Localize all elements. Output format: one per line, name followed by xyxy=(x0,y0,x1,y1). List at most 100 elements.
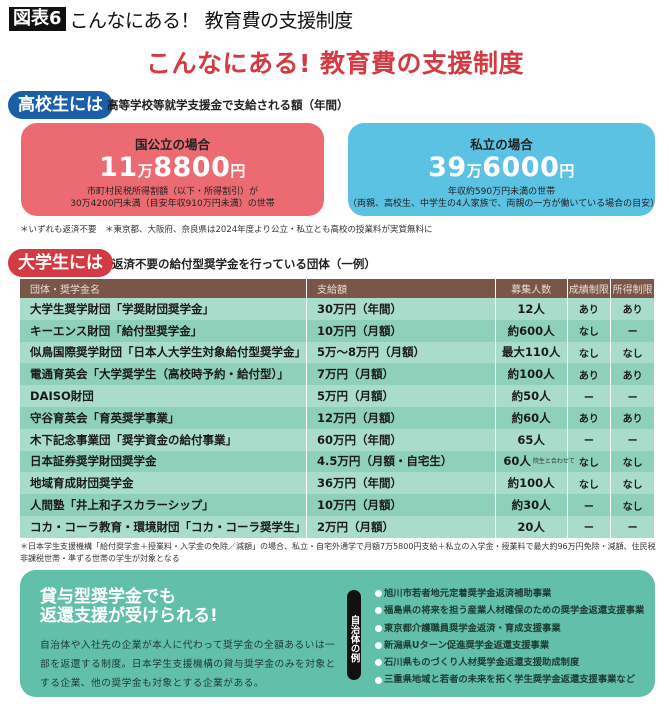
cell-grade: あり xyxy=(567,298,612,320)
cell-grade: あり xyxy=(567,363,612,386)
private-amount: 39万6000円 xyxy=(428,152,575,183)
table-row: 大学生奨学財団「学奨財団奨学金」 30万円（年間） 12人 あり あり xyxy=(20,298,655,320)
cell-income: なし xyxy=(610,341,655,364)
public-note-1: 市町村民税所得割額（以下・所得割引）が xyxy=(86,187,258,197)
cell-amount: 4.5万円（月額・自宅生） xyxy=(306,450,496,473)
municipality-examples-tag: 自治体の例 xyxy=(347,590,361,680)
public-school-card: 国公立の場合 11万8800円 市町村民税所得割額（以下・所得割引）が 30万4… xyxy=(21,123,324,216)
table-row: コカ・コーラ教育・環境財団「コカ・コーラ奨学生」 2万円（月額） 20人 ー ー xyxy=(20,515,655,538)
cell-name: キーエンス財団「給付型奨学金」 xyxy=(20,319,307,342)
table-row: 電通育英会「大学奨学生（高校時予約・給付型）」 7万円（月額） 約100人 あり… xyxy=(20,363,655,386)
cell-name: 地域育成財団奨学金 xyxy=(20,472,307,495)
cell-count: 60人 院生と合わせて xyxy=(495,450,575,473)
private-heading: 私立の場合 xyxy=(470,137,533,152)
high-school-footnote: ＊いずれも返済不要 ＊東京都、大阪府、奈良県は2024年度より公立・私立とも高校… xyxy=(20,225,433,235)
page-title: こんなにある! 教育費の支援制度 xyxy=(145,49,525,78)
cell-amount: 5万～8万円（月額） xyxy=(306,341,496,364)
bullet-dot-icon xyxy=(375,624,382,632)
cell-income: あり xyxy=(610,363,655,386)
count-note: 院生と合わせて xyxy=(532,458,575,466)
public-amount: 11万8800円 xyxy=(99,152,246,183)
bullet-dot-icon xyxy=(375,607,382,615)
cell-grade: なし xyxy=(567,450,612,473)
header-income-limit: 所得制限 xyxy=(610,279,655,298)
cell-count: 約60人 xyxy=(495,406,568,429)
table-row: 日本証券奨学財団奨学金 4.5万円（月額・自宅生） 60人 院生と合わせて なし … xyxy=(20,450,655,473)
high-school-description: 高等学校等就学支援金で支給される額（年間） xyxy=(107,98,349,112)
bullet-dot-icon xyxy=(375,659,382,667)
private-note-1: 年収約590万円未満の世帯 xyxy=(447,187,556,197)
cell-name: コカ・コーラ教育・環境財団「コカ・コーラ奨学生」 xyxy=(20,515,307,538)
university-pill: 大学生には xyxy=(8,249,113,277)
cell-income: ー xyxy=(610,515,655,538)
cell-grade: なし xyxy=(567,472,612,495)
university-description: 返済不要の給付型奨学金を行っている団体（一例） xyxy=(112,257,376,271)
table-row: 人間塾「井上和子スカラーシップ」 10万円（月額） 約30人 ー なし xyxy=(20,494,655,516)
cell-count: 約100人 xyxy=(495,363,568,386)
cell-grade: あり xyxy=(567,406,612,429)
cell-count: 約600人 xyxy=(495,319,568,342)
table-row: 地域育成財団奨学金 36万円（年間） 約100人 なし なし xyxy=(20,472,655,495)
list-item: 三重県地域と若者の未来を拓く学生奨学金返還支援事業など xyxy=(375,671,644,688)
cell-name: 大学生奨学財団「学奨財団奨学金」 xyxy=(20,298,307,320)
cell-income: あり xyxy=(610,298,655,320)
figure-caption: こんなにある！ 教育費の支援制度 xyxy=(69,9,354,32)
cell-income: なし xyxy=(610,494,655,516)
header-name: 団体・奨学金名 xyxy=(20,279,307,298)
bullet-dot-icon xyxy=(375,642,382,650)
table-row: 似鳥国際奨学財団「日本人大学生対象給付型奨学金」 5万～8万円（月額） 最大11… xyxy=(20,341,655,364)
cell-grade: ー xyxy=(567,385,612,407)
cell-income: あり xyxy=(610,406,655,429)
cell-amount: 10万円（月額） xyxy=(306,494,496,516)
cell-income: なし xyxy=(610,472,655,495)
bullet-dot-icon xyxy=(375,590,382,598)
cell-amount: 12万円（月額） xyxy=(306,406,496,429)
cell-name: 日本証券奨学財団奨学金 xyxy=(20,450,307,473)
list-item: 東京都介護職員奨学金返済・育成支援事業 xyxy=(375,620,644,637)
figure-title: 図表6 こんなにある！ 教育費の支援制度 xyxy=(9,6,353,32)
list-item: 福島県の将来を担う産業人材確保のための奨学金返還支援事業 xyxy=(375,602,644,619)
cell-amount: 30万円（年間） xyxy=(306,298,496,320)
table-row: DAISO財団 5万円（月額） 約50人 ー ー xyxy=(20,385,655,407)
cell-grade: ー xyxy=(567,494,612,516)
cell-name: 守谷育英会「育英奨学事業」 xyxy=(20,406,307,429)
table-row: キーエンス財団「給付型奨学金」 10万円（月額） 約600人 なし ー xyxy=(20,319,655,342)
cell-count: 約100人 xyxy=(495,472,568,495)
public-note-2: 30万4200円未満（目安年収910万円未満）の世帯 xyxy=(70,199,275,209)
private-school-card: 私立の場合 39万6000円 年収約590万円未満の世帯 （両親、高校生、中学生… xyxy=(348,123,660,216)
list-item: 新潟県Uターン促進奨学金返還支援事業 xyxy=(375,637,644,654)
bullet-dot-icon xyxy=(375,676,382,684)
header-amount: 支給額 xyxy=(306,279,496,298)
cell-grade: なし xyxy=(567,319,612,342)
cell-amount: 5万円（月額） xyxy=(306,385,496,407)
table-row: 守谷育英会「育英奨学事業」 12万円（月額） 約60人 あり あり xyxy=(20,406,655,429)
header-count: 募集人数 xyxy=(495,279,568,298)
public-heading: 国公立の場合 xyxy=(134,137,210,152)
cell-amount: 7万円（月額） xyxy=(306,363,496,386)
municipality-examples-list: 旭川市若者地元定着奨学金返済補助事業 福島県の将来を担う産業人材確保のための奨学… xyxy=(375,585,644,689)
list-item: 石川県ものづくり人材奨学金返還支援助成制度 xyxy=(375,654,644,671)
cell-amount: 60万円（年間） xyxy=(306,428,496,451)
high-school-pill: 高校生には xyxy=(8,91,113,119)
cell-name: 人間塾「井上和子スカラーシップ」 xyxy=(20,494,307,516)
cell-grade: ー xyxy=(567,515,612,538)
scholarship-table: 団体・奨学金名 支給額 募集人数 成績制限 所得制限 大学生奨学財団「学奨財団奨… xyxy=(20,279,655,538)
cell-count: 65人 xyxy=(495,428,568,451)
table-row: 木下記念事業団「奨学資金の給付事業」 60万円（年間） 65人 ー ー xyxy=(20,428,655,451)
cell-income: ー xyxy=(610,319,655,342)
cell-name: 木下記念事業団「奨学資金の給付事業」 xyxy=(20,428,307,451)
cell-count: 20人 xyxy=(495,515,568,538)
cell-amount: 36万円（年間） xyxy=(306,472,496,495)
cell-name: DAISO財団 xyxy=(20,385,307,407)
cell-income: なし xyxy=(610,450,655,473)
cell-income: ー xyxy=(610,385,655,407)
cell-name: 電通育英会「大学奨学生（高校時予約・給付型）」 xyxy=(20,363,307,386)
cell-count: 約30人 xyxy=(495,494,568,516)
loan-support-body: 自治体や入社先の企業が本人に代わって奨学金の全額あるいは一部を返還する制度。日本… xyxy=(40,640,336,689)
loan-support-box: 貸与型奨学金でも 返還支援が受けられる! 自治体や入社先の企業が本人に代わって奨… xyxy=(20,570,655,697)
table-header-row: 団体・奨学金名 支給額 募集人数 成績制限 所得制限 xyxy=(20,279,655,298)
private-note-2: （両親、高校生、中学生の4人家族で、両親の一方が働いている場合の目安） xyxy=(348,199,660,209)
cell-count: 最大110人 xyxy=(495,341,568,364)
cell-count: 約50人 xyxy=(495,385,568,407)
university-footnote: ＊日本学生支援機構「給付奨学金＋授業料・入学金の免除／減額」の場合、私立・自宅外… xyxy=(20,542,656,563)
